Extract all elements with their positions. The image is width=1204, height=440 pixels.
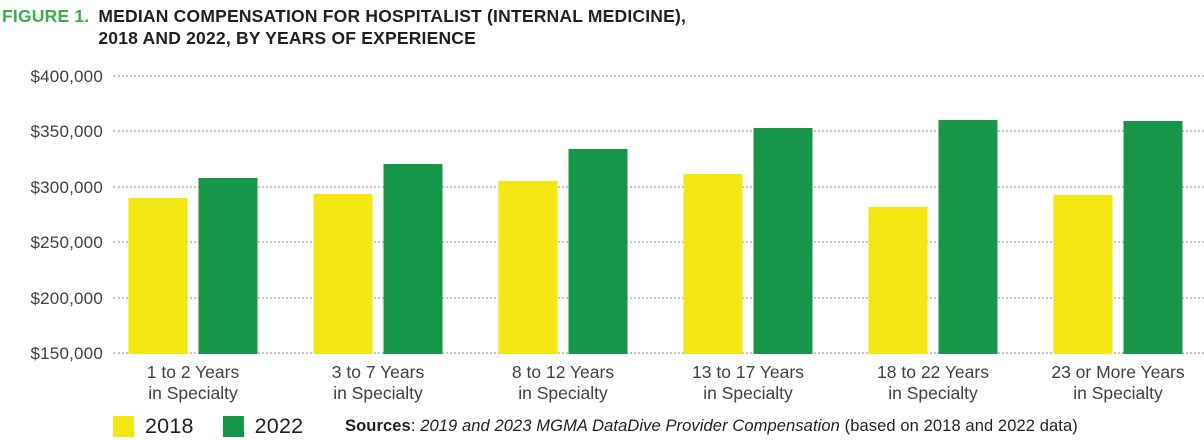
x-axis-label-line1: 8 to 12 Years (511, 362, 615, 382)
bar-2022 (383, 164, 443, 354)
bar-2018 (683, 174, 743, 354)
chart-title-text: MEDIAN COMPENSATION FOR HOSPITALIST (INT… (98, 5, 686, 49)
x-axis-label-line2: in Specialty (1073, 383, 1163, 403)
x-axis-label-line2: in Specialty (333, 383, 423, 403)
legend-label-2022: 2022 (254, 414, 304, 438)
y-axis-tick-label: $150,000 (30, 344, 103, 363)
bar-2022 (938, 119, 998, 354)
x-axis-label-line1: 3 to 7 Years (331, 362, 425, 382)
bar-group (128, 59, 258, 354)
bar-2022 (753, 127, 813, 354)
bar-group (498, 59, 628, 354)
gridline (113, 241, 1204, 243)
x-axis-label: 23 or More Years in Specialty (1051, 362, 1184, 404)
bar-group (1053, 59, 1183, 354)
chart-legend: 2018 2022 (113, 414, 332, 439)
chart-title-line1: MEDIAN COMPENSATION FOR HOSPITALIST (INT… (98, 6, 687, 26)
x-axis-label: 13 to 17 Years in Specialty (692, 362, 804, 404)
x-axis-label: 3 to 7 Years in Specialty (332, 362, 424, 404)
legend-label-2018: 2018 (145, 414, 194, 438)
x-axis-label-line1: 1 to 2 Years (146, 362, 240, 382)
x-axis-label: 18 to 22 Years in Specialty (877, 362, 989, 404)
x-axis-label: 8 to 12 Years in Specialty (512, 362, 614, 404)
figure-number-label: FIGURE 1. (2, 6, 90, 26)
source-separator: : (410, 417, 421, 435)
bar-group (868, 59, 998, 354)
source-prefix: Sources (345, 417, 411, 435)
bar-2018 (868, 207, 928, 354)
bar-group (683, 59, 813, 354)
x-axis-label-line2: in Specialty (888, 383, 978, 403)
bar-2018 (313, 194, 373, 354)
x-axis-label-line1: 13 to 17 Years (692, 362, 804, 382)
source-citation: 2019 and 2023 MGMA DataDive Provider Com… (420, 417, 840, 435)
gridline (113, 352, 1204, 354)
bar-2018 (128, 197, 188, 354)
bar-group (313, 59, 443, 354)
legend-swatch-2018 (113, 416, 134, 437)
chart-title: FIGURE 1. MEDIAN COMPENSATION FOR HOSPIT… (2, 5, 686, 49)
x-axis-label-line1: 23 or More Years (1051, 362, 1185, 382)
bar-2018 (1053, 195, 1113, 354)
y-axis-tick-label: $400,000 (30, 66, 103, 86)
bar-2018 (498, 180, 558, 354)
x-axis-label: 1 to 2 Years in Specialty (147, 362, 239, 404)
source-line: Sources: 2019 and 2023 MGMA DataDive Pro… (345, 417, 1078, 436)
chart-title-line2: 2018 AND 2022, BY YEARS OF EXPERIENCE (98, 28, 477, 48)
gridline (113, 130, 1204, 132)
bar-2022 (1123, 120, 1183, 354)
y-axis-tick-label: $200,000 (30, 288, 103, 308)
gridline (113, 74, 1204, 77)
legend-swatch-2022 (222, 416, 244, 437)
x-axis-label-line1: 18 to 22 Years (877, 362, 989, 382)
plot-area (113, 59, 1204, 354)
x-axis-label-line2: in Specialty (148, 383, 238, 403)
bar-2022 (568, 148, 628, 354)
y-axis-tick-label: $300,000 (30, 177, 103, 197)
y-axis-tick-label: $250,000 (30, 233, 103, 252)
x-axis-label-line2: in Specialty (703, 383, 793, 403)
y-axis-tick-label: $350,000 (30, 122, 103, 141)
gridline (113, 185, 1204, 188)
gridline (113, 296, 1204, 299)
bar-2022 (198, 177, 258, 354)
source-suffix: (based on 2018 and 2022 data) (839, 417, 1078, 435)
x-axis-label-line2: in Specialty (518, 383, 608, 403)
